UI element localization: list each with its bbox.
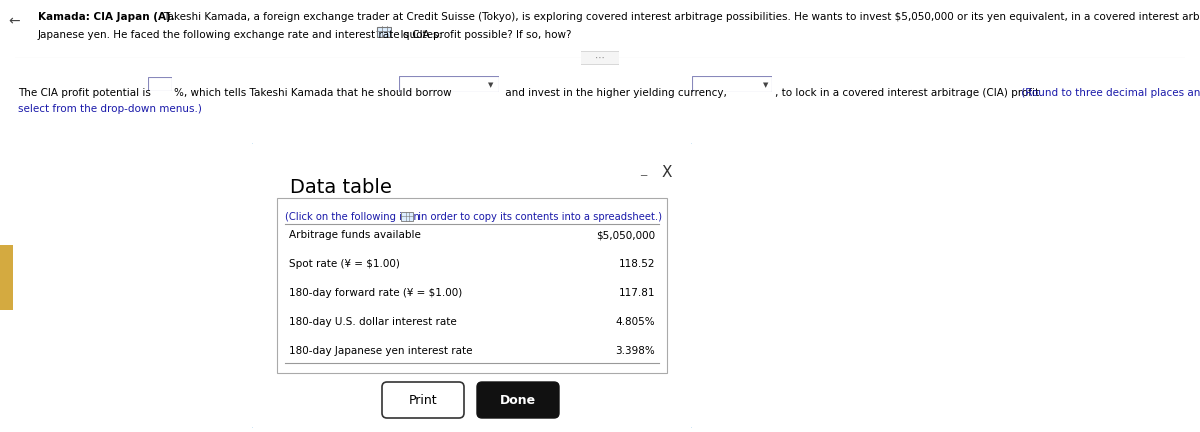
Text: The CIA profit potential is: The CIA profit potential is [18,88,154,98]
FancyBboxPatch shape [250,141,694,430]
Text: Arbitrage funds available: Arbitrage funds available [289,230,421,240]
Text: and invest in the higher yielding currency,: and invest in the higher yielding curren… [502,88,727,98]
Text: 180-day forward rate (¥ = $1.00): 180-day forward rate (¥ = $1.00) [289,288,462,298]
FancyBboxPatch shape [382,382,464,418]
Text: (Click on the following icon: (Click on the following icon [286,212,420,222]
Text: _: _ [640,163,647,176]
Text: 180-day Japanese yen interest rate: 180-day Japanese yen interest rate [289,346,473,356]
Text: (Round to three decimal places and: (Round to three decimal places and [1018,88,1200,98]
Bar [401,212,413,221]
Text: Is CIA profit possible? If so, how?: Is CIA profit possible? If so, how? [394,30,571,40]
FancyBboxPatch shape [478,382,559,418]
FancyBboxPatch shape [580,51,620,65]
Text: in order to copy its contents into a spreadsheet.): in order to copy its contents into a spr… [415,212,662,222]
Text: 180-day U.S. dollar interest rate: 180-day U.S. dollar interest rate [289,317,457,327]
Bar [277,198,667,373]
Text: 4.805%: 4.805% [616,317,655,327]
Text: Spot rate (¥ = $1.00): Spot rate (¥ = $1.00) [289,259,400,269]
Text: select from the drop-down menus.): select from the drop-down menus.) [18,104,202,114]
Text: X: X [662,165,672,180]
Text: 3.398%: 3.398% [616,346,655,356]
Text: ▼: ▼ [488,82,493,88]
Text: Kamada: CIA Japan (A).: Kamada: CIA Japan (A). [38,12,175,22]
Text: Japanese yen. He faced the following exchange rate and interest rate quotes:: Japanese yen. He faced the following exc… [38,30,443,40]
Text: 118.52: 118.52 [618,259,655,269]
Text: ←: ← [8,14,19,28]
Bar [377,27,391,37]
Text: %, which tells Takeshi Kamada that he should borrow: %, which tells Takeshi Kamada that he sh… [174,88,451,98]
Text: Done: Done [500,394,536,407]
Text: , to lock in a covered interest arbitrage (CIA) profit.: , to lock in a covered interest arbitrag… [775,88,1043,98]
Text: Takeshi Kamada, a foreign exchange trader at Credit Suisse (Tokyo), is exploring: Takeshi Kamada, a foreign exchange trade… [163,12,1200,22]
Text: Print: Print [409,394,437,407]
Text: 117.81: 117.81 [618,288,655,298]
Text: ▼: ▼ [763,82,768,88]
Text: Data table: Data table [290,178,392,197]
Text: $5,050,000: $5,050,000 [596,230,655,240]
Text: ⋯: ⋯ [595,53,605,63]
